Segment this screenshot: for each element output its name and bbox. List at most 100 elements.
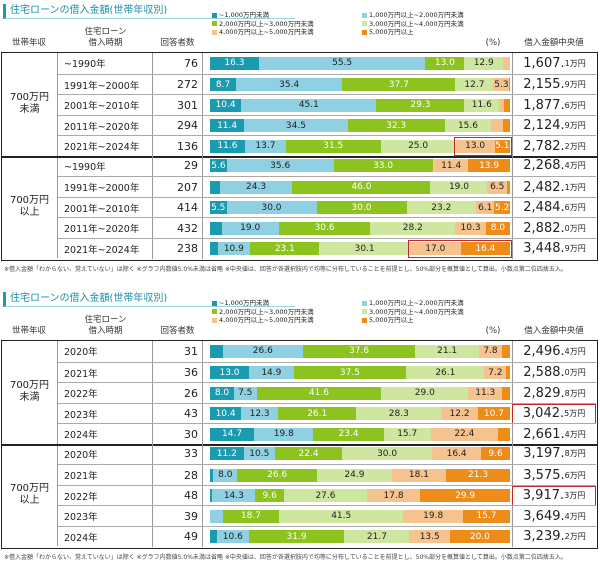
bar-segment-4: 11.6	[464, 98, 500, 112]
bar-segment-3: 23.4	[313, 427, 384, 441]
legend-label: 4,000万円以上~5,000万円未満	[219, 316, 314, 324]
bar-segment-4: 12.7	[455, 78, 494, 92]
period-label: 2001年~2010年	[58, 95, 153, 116]
legend-swatch	[362, 29, 367, 35]
legend-label: 5,000万円以上	[369, 28, 414, 36]
header-period: 住宅ローン 借入時期	[84, 315, 127, 336]
respondent-count: 26	[153, 383, 203, 404]
legend-item: ~1,000万円未満	[212, 299, 362, 308]
chart-by-period: 住宅ローンの借入金額(世帯年収別) 世帯年収 住宅ローン 借入時期 回答者数 (%) 借入…	[0, 4, 600, 276]
bar-segment-5	[503, 56, 510, 70]
legend-label: 1,000万円以上~2,000万円未満	[369, 299, 464, 307]
median-decimal-unit: 0万円	[564, 368, 586, 378]
bar-segment-2: 14.9	[249, 366, 294, 380]
period-label: ~1990年	[58, 155, 153, 176]
median-value: 2,882. 0万円	[512, 218, 596, 239]
median-decimal-unit: 1万円	[564, 182, 586, 192]
bar-segment-1	[210, 344, 223, 358]
bar-segment-1: 5.5	[210, 201, 227, 215]
table-row: 1991年~2000年 272 8.7 35.4 37.7 12.7 5.3 2,155. 9万…	[58, 73, 596, 95]
median-decimal-unit: 3万円	[564, 491, 586, 501]
median-integer: 2,782.	[523, 138, 565, 154]
bar-segment-3: 26.6	[237, 468, 318, 482]
bar-segment-3: 37.5	[293, 366, 407, 380]
legend-label: 4,000万円以上~5,000万円未満	[219, 28, 314, 36]
respondent-count: 272	[153, 74, 203, 95]
period-label: 1991年~2000年	[58, 74, 153, 95]
median-decimal-unit: 4万円	[564, 346, 586, 356]
bar-segment-2: 55.5	[258, 56, 426, 70]
bar-segment-5: 18.1	[391, 468, 447, 482]
median-decimal-unit: 4万円	[564, 161, 586, 171]
bar-segment-4: 27.6	[284, 489, 367, 503]
stacked-bar: 14.7 19.8 23.4 15.7 22.4	[210, 427, 510, 441]
stacked-bar: 18.7 41.5 19.8 15.7	[210, 509, 510, 523]
bar-segment-1	[210, 242, 218, 256]
income-group-label: 700万円 未満	[2, 53, 58, 156]
stacked-bar: 8.0 7.5 41.6 29.0 11.3	[210, 386, 510, 400]
respondent-count: 49	[153, 526, 203, 547]
bar-segment-6	[502, 344, 510, 358]
bar-segment-3: 29.3	[376, 98, 465, 112]
legend-swatch	[212, 317, 217, 323]
bar-segment-6	[502, 386, 510, 400]
stacked-bar: 10.9 23.1 30.1 17.0 16.4	[210, 242, 510, 256]
bar-segment-3: 22.4	[275, 447, 343, 461]
bar-segment-4: 12.9	[464, 56, 504, 70]
respondent-count: 33	[153, 443, 203, 464]
group-divider	[2, 443, 597, 446]
stacked-bar: 24.3 46.0 19.0 6.5	[210, 180, 510, 194]
bar-segment-5: 6.5	[487, 180, 507, 194]
respondent-count: 294	[153, 115, 203, 136]
bar-segment-6: 5.2	[494, 201, 510, 215]
median-value: 3,649. 4万円	[512, 506, 596, 527]
bar-segment-3: 46.0	[292, 180, 431, 194]
bar-segment-4: 24.9	[317, 468, 392, 482]
bar-segment-3: 9.6	[255, 489, 285, 503]
header-income: 世帯年収	[11, 326, 46, 336]
bar-segment-2: 12.3	[241, 407, 279, 421]
bar-segment-1	[210, 489, 213, 503]
bar-segment-6: 8.0	[485, 221, 510, 235]
legend-swatch	[362, 300, 367, 306]
median-integer: 2,484.	[523, 200, 565, 216]
bar-segment-1: 8.7	[210, 78, 237, 92]
income-group-label: 700万円 未満	[2, 341, 58, 444]
stacked-bar: 10.6 31.9 21.7 13.5 20.0	[210, 530, 510, 544]
stacked-bar: 10.4 12.3 26.1 28.3 12.2 10.7	[210, 407, 510, 421]
bar-segment-5: 13.5	[409, 530, 450, 544]
group-divider	[2, 155, 597, 158]
bar-segment-4: 30.0	[342, 447, 433, 461]
table-row: 2020年 33 11.2 10.5 22.4 30.0 16.4 9.6 3,197. 8万円	[58, 443, 596, 464]
legend-label: ~1,000万円未満	[219, 11, 270, 19]
median-decimal-unit: 4万円	[564, 511, 586, 521]
header-median: 借入金額中央値	[524, 38, 584, 48]
stacked-bar: 11.4 34.5 32.3 15.6	[210, 119, 510, 133]
median-value: 3,239. 2万円	[512, 526, 596, 547]
bar-segment-6: 15.7	[462, 509, 510, 523]
median-integer: 1,877.	[523, 97, 565, 113]
bar-segment-5: 11.3	[468, 386, 503, 400]
table-row: 2021年 28 8.0 26.6 24.9 18.1 21.3 3,575. 6万円	[58, 464, 596, 486]
stacked-bar: 13.0 14.9 37.5 26.1 7.2	[210, 366, 510, 380]
bar-segment-5	[491, 119, 503, 133]
bar-segment-3: 18.7	[222, 509, 279, 523]
bar-segment-1: 16.3	[210, 56, 259, 70]
bar-segment-4: 21.1	[415, 344, 479, 358]
bar-segment-1: 5.6	[210, 159, 227, 173]
bar-segment-2: 35.6	[226, 159, 334, 173]
bar-segment-6: 29.9	[420, 489, 510, 503]
table-row: 2021年 36 13.0 14.9 37.5 26.1 7.2 2,588. 0万円	[58, 361, 596, 383]
bar-segment-4: 23.2	[406, 201, 477, 215]
bar-segment-4: 28.3	[356, 407, 442, 421]
stacked-bar: 11.2 10.5 22.4 30.0 16.4 9.6	[210, 447, 510, 461]
bar-segment-2: 35.4	[236, 78, 343, 92]
legend-swatch	[362, 21, 367, 26]
legend-item: 2,000万円以上~3,000万円未満	[212, 308, 362, 317]
bar-segment-1	[210, 180, 220, 194]
stacked-bar: 8.7 35.4 37.7 12.7 5.3	[210, 78, 510, 92]
table-row: 2001年~2010年 414 5.5 30.0 30.0 23.2 6.1 5.2 2,484…	[58, 196, 596, 218]
period-label: 2011年~2020年	[58, 218, 153, 239]
respondent-count: 30	[153, 424, 203, 445]
